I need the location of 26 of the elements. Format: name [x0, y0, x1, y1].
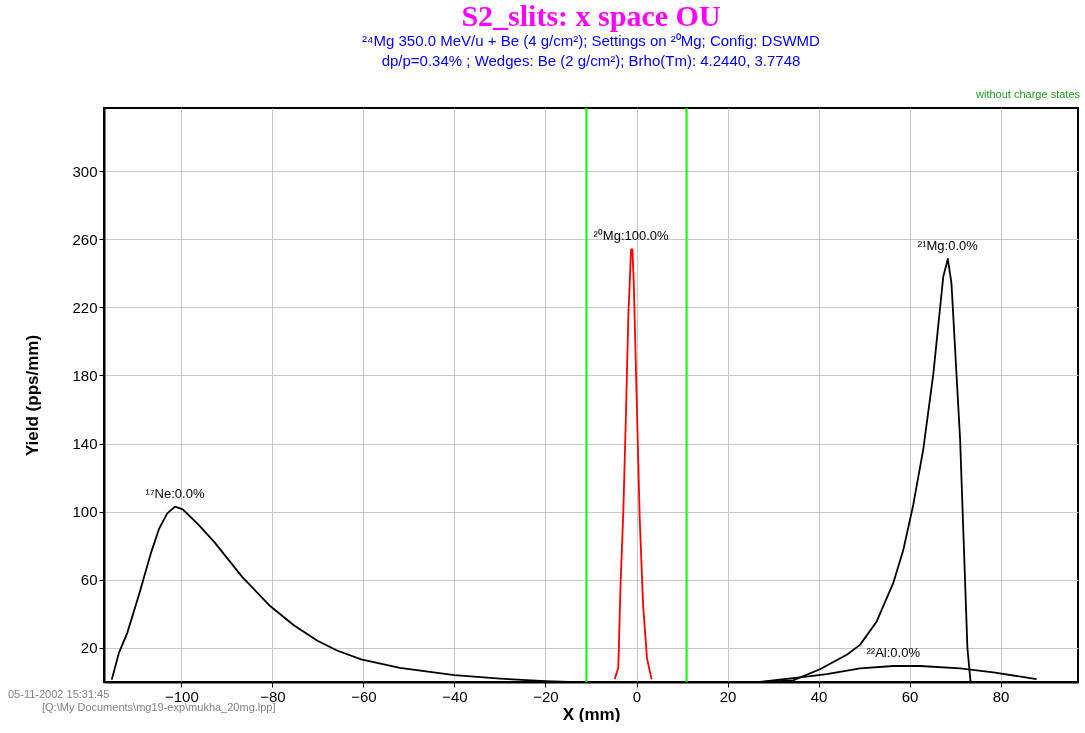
y-tick-label: 300	[72, 162, 98, 180]
text: without charge states	[975, 88, 1081, 100]
x-tick-label: 80	[992, 687, 1010, 705]
x-tick-label: −40	[442, 687, 468, 705]
text: dp/p=0.34% ; Wedges: Be (2 g/cm²); Brho(Tm): 4.2440, 3.7748	[381, 52, 801, 69]
y-tick-label: 260	[72, 230, 98, 248]
y-tick-label: 60	[80, 571, 98, 589]
text: 05-11-2002 15:31:45	[8, 688, 110, 700]
y-tick-label: 180	[72, 366, 98, 384]
series-label: ¹⁷Ne:0.0%	[145, 485, 205, 501]
series-label: ²¹Mg:0.0%	[917, 237, 979, 253]
y-tick-label: 100	[72, 503, 98, 521]
series-label: ²²Al:0.0%	[866, 644, 921, 660]
y-tick-label: 20	[80, 639, 98, 657]
y-tick-label: 140	[72, 435, 98, 453]
x-tick-label: −60	[351, 687, 377, 705]
chart-title: S2_slits: x space OU	[461, 0, 721, 32]
x-tick-label: 20	[719, 687, 737, 705]
y-tick-label: 220	[72, 298, 98, 316]
series-label: ²⁰Mg:100.0%	[593, 228, 670, 244]
x-tick-label: 0	[632, 687, 642, 705]
text: ²⁴Mg 350.0 MeV/u + Be (4 g/cm²); Settings on ²⁰Mg; Config: DSWMD	[362, 32, 820, 49]
x-tick-label: −20	[533, 687, 559, 705]
y-axis-title: Yield (pps/mm)	[23, 334, 43, 457]
x-tick-label: 60	[901, 687, 919, 705]
x-tick-label: 40	[810, 687, 828, 705]
